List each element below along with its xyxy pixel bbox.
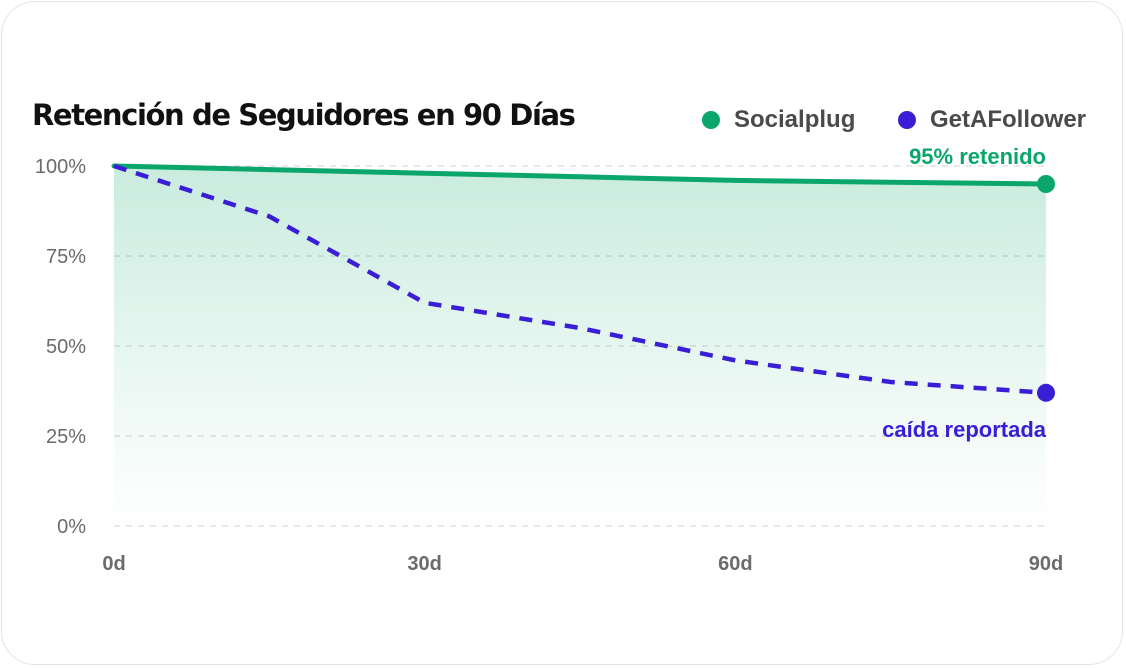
x-tick-label: 60d [718, 553, 752, 575]
y-tick-label: 100% [35, 156, 86, 178]
tick-labels: 0% 25% 50% 75% 100% 0d 30d 60d 90d 95% retenido ca… [35, 144, 1063, 575]
end-point-socialplug [1037, 175, 1055, 193]
annotation-getafollower: caída reportada [882, 417, 1047, 442]
x-tick-label: 0d [102, 553, 125, 575]
chart-title: Retención de Seguidores en 90 Días [32, 98, 576, 132]
legend-item-socialplug: Socialplug [702, 106, 855, 134]
y-tick-label: 25% [46, 426, 86, 448]
series-line-getafollower [113, 163, 1047, 396]
y-tick-label: 0% [57, 516, 86, 538]
legend-label-getafollower: GetAFollower [930, 106, 1087, 133]
legend-dot-getafollower [898, 111, 916, 129]
line-chart: 0% 25% 50% 75% 100% 0d 30d 60d 90d 95% retenido ca… [35, 144, 1063, 575]
legend-label-socialplug: Socialplug [734, 106, 856, 133]
end-point-getafollower [1037, 383, 1055, 402]
annotation-socialplug: 95% retenido [909, 144, 1046, 169]
series-line-socialplug [111, 163, 1049, 187]
x-tick-label: 30d [407, 553, 441, 575]
x-tick-label: 90d [1029, 553, 1063, 575]
legend-item-getafollower: GetAFollower [898, 106, 1086, 134]
legend-dot-socialplug [702, 111, 720, 129]
area-socialplug [114, 166, 1046, 526]
end-points [1037, 175, 1055, 402]
series-lines [111, 163, 1049, 396]
y-tick-label: 75% [46, 246, 86, 268]
y-tick-label: 50% [46, 336, 86, 358]
area-fill [114, 166, 1046, 526]
